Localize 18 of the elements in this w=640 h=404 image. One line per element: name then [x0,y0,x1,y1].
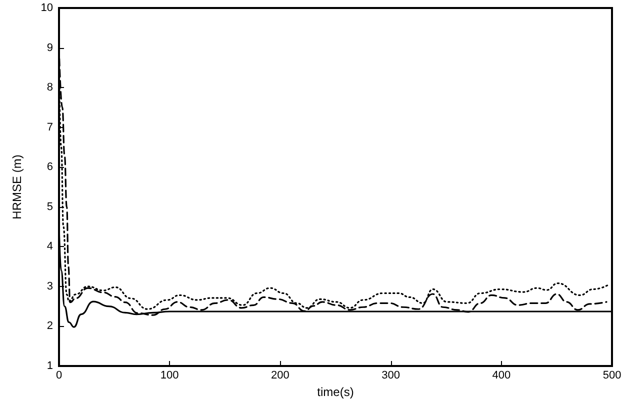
y-tick-label: 6 [46,161,53,174]
y-axis-title: HRMSE (m) [10,154,24,220]
x-tick-label: 0 [56,370,62,382]
y-tick-label: 10 [40,2,53,14]
x-tick-label: 200 [271,370,290,382]
x-tick-label: 400 [492,370,511,382]
y-tick-label: 4 [46,240,53,253]
x-axis-title: time(s) [317,384,354,399]
x-tick-label: 500 [602,370,622,382]
y-tick-label: 2 [46,320,53,332]
y-tick-label: 1 [46,360,53,372]
y-tick-label: 7 [46,121,53,134]
x-tick-label: 300 [382,370,400,382]
y-tick-label: 9 [46,42,53,54]
y-tick-label: 5 [46,200,53,213]
y-tick-label: 8 [46,82,53,94]
x-tick-label: 100 [160,370,179,382]
y-tick-label: 3 [46,280,53,292]
